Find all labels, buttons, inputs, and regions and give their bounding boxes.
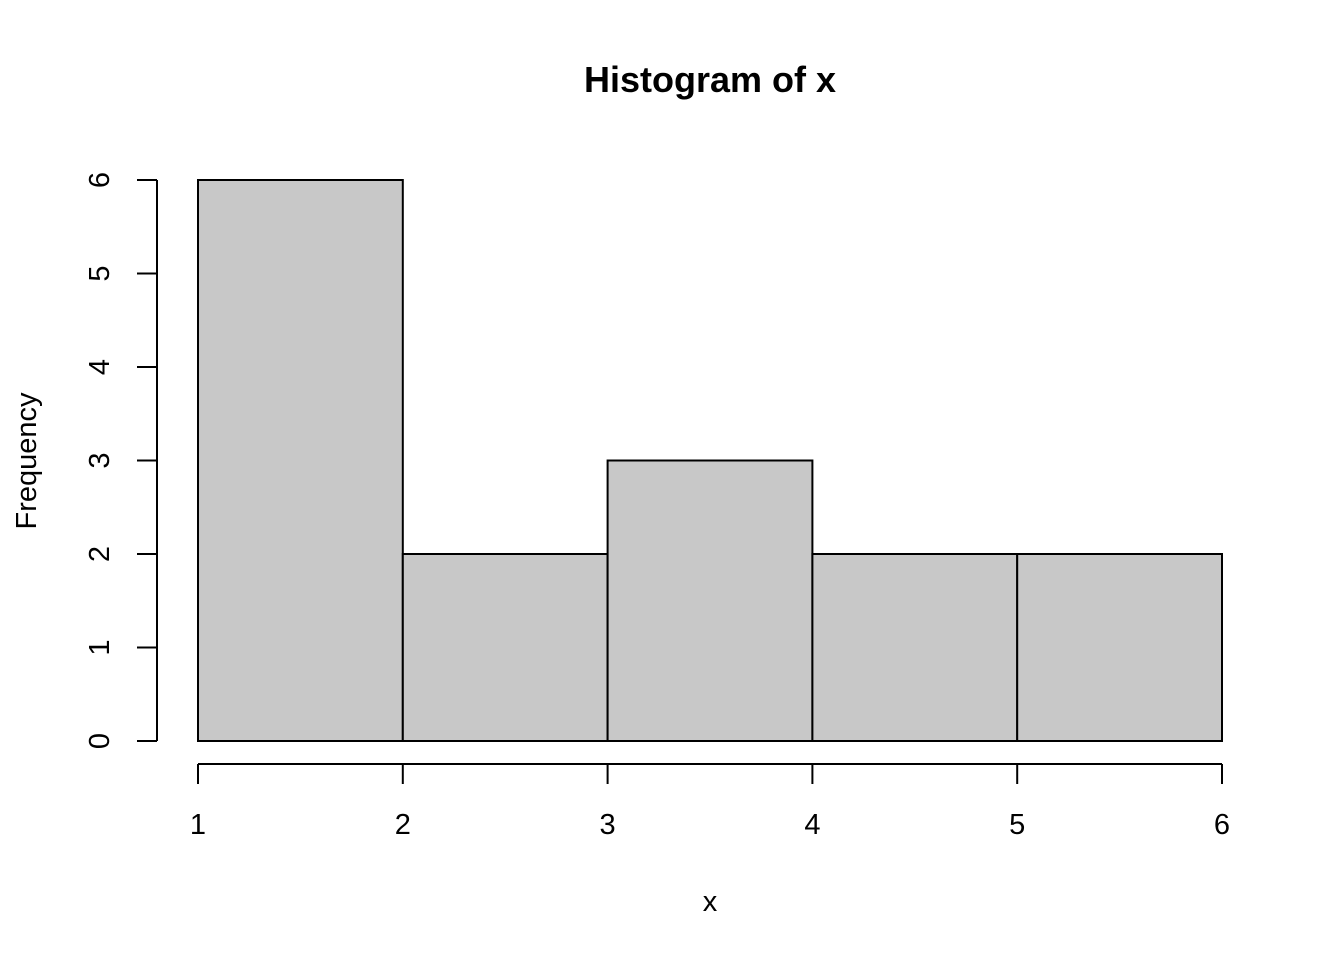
histogram-bar <box>811 553 1019 742</box>
y-tick-label: 6 <box>84 172 116 188</box>
bars-group <box>197 179 1224 742</box>
histogram-bar <box>606 459 814 742</box>
y-tick-label: 3 <box>84 452 116 468</box>
x-tick-label: 1 <box>190 809 206 841</box>
y-tick-label: 2 <box>84 546 116 562</box>
histogram-bar <box>1016 553 1224 742</box>
y-tick-label: 4 <box>84 359 116 375</box>
x-tick-label: 6 <box>1214 809 1230 841</box>
chart-title: Histogram of x <box>584 59 836 100</box>
x-tick-label: 5 <box>1009 809 1025 841</box>
x-tick-label: 3 <box>600 809 616 841</box>
histogram-bar <box>197 179 404 742</box>
y-axis: 0 1 2 3 4 5 6 <box>84 172 158 749</box>
x-tick-label: 4 <box>804 809 820 841</box>
x-axis-label: x <box>703 886 718 918</box>
y-tick-label: 5 <box>84 265 116 281</box>
y-tick-label: 0 <box>84 733 116 749</box>
x-axis: 1 2 3 4 5 6 <box>190 763 1230 841</box>
y-tick-label: 1 <box>84 639 116 655</box>
x-tick-label: 2 <box>395 809 411 841</box>
y-axis-label: Frequency <box>11 392 43 530</box>
histogram-bar <box>401 553 609 742</box>
